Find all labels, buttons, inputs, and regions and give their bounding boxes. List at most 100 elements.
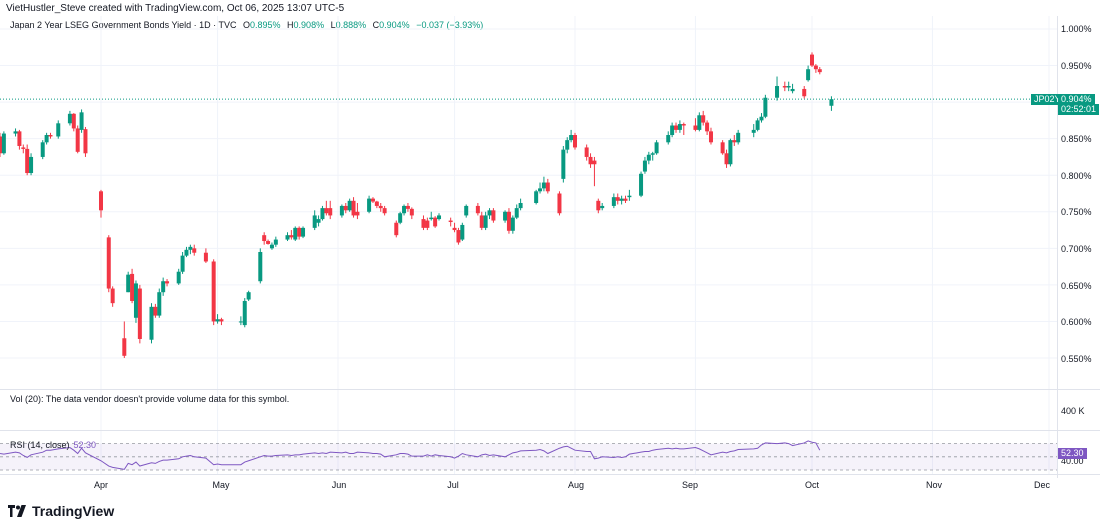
candle-down xyxy=(701,115,706,123)
candle-up xyxy=(188,246,193,250)
time-tick-label: Oct xyxy=(804,480,820,490)
candle-up xyxy=(339,205,344,216)
candle-down xyxy=(21,147,26,149)
candle-up xyxy=(40,142,45,157)
symbol-title[interactable]: Japan 2 Year LSEG Government Bonds Yield… xyxy=(10,20,237,30)
high-label: H xyxy=(287,20,294,30)
candle-down xyxy=(262,235,267,242)
candle-down xyxy=(75,128,80,152)
candle-up xyxy=(639,173,644,196)
volume-indicator-label[interactable]: Vol (20): The data vendor doesn't provid… xyxy=(10,394,290,404)
candle-up xyxy=(538,188,543,192)
candle-up xyxy=(464,205,469,216)
candle-up xyxy=(301,227,306,237)
candle-up xyxy=(619,198,624,201)
candle-up xyxy=(180,255,185,272)
low-label: L xyxy=(330,20,336,30)
candle-up xyxy=(666,135,671,143)
last-price-tag: 0.904% xyxy=(1058,94,1095,105)
candle-up xyxy=(611,197,616,206)
candle-up xyxy=(316,219,321,223)
candle-up xyxy=(670,125,675,136)
tradingview-logo[interactable]: TradingView xyxy=(8,503,114,519)
candle-down xyxy=(192,248,197,253)
candle-down xyxy=(456,230,461,243)
candle-up xyxy=(751,129,756,133)
candle-up xyxy=(367,198,372,212)
candle-up xyxy=(402,205,407,214)
candle-up xyxy=(759,116,764,121)
candle-up xyxy=(312,215,317,228)
candle-up xyxy=(273,239,278,245)
change-value: −0.037 (−3.93%) xyxy=(416,20,484,30)
candle-up xyxy=(503,211,508,221)
candle-up xyxy=(541,182,546,189)
candle-up xyxy=(149,306,154,340)
candle-down xyxy=(25,148,30,174)
time-tick-label: Jun xyxy=(331,480,347,490)
candle-up xyxy=(728,140,733,165)
candle-up xyxy=(320,208,325,220)
candle-down xyxy=(405,205,410,209)
price-chart[interactable] xyxy=(0,0,1057,478)
candle-down xyxy=(724,153,729,165)
price-tick-label: 0.550% xyxy=(1061,354,1092,364)
pane-separator-volume[interactable] xyxy=(0,389,1100,390)
candle-down xyxy=(448,220,453,223)
candle-up xyxy=(79,112,84,130)
candle-up xyxy=(460,224,465,240)
candle-down xyxy=(491,210,496,221)
candle-up xyxy=(347,200,352,211)
candle-down xyxy=(573,135,577,148)
price-tick-label: 0.950% xyxy=(1061,61,1092,71)
candle-up xyxy=(806,69,811,81)
candle-up xyxy=(13,131,18,134)
candle-up xyxy=(642,160,647,172)
candle-down xyxy=(479,215,484,228)
brand-name: TradingView xyxy=(32,503,115,519)
price-tick-label: 0.750% xyxy=(1061,207,1092,217)
candle-down xyxy=(355,211,360,216)
candle-down xyxy=(592,160,597,165)
candle-down xyxy=(17,131,22,146)
rsi-axis-label: 40.00 xyxy=(1061,456,1084,466)
price-tick-label: 0.850% xyxy=(1061,134,1092,144)
close-value: 0.904% xyxy=(379,20,410,30)
candle-down xyxy=(452,227,457,231)
candle-up xyxy=(697,115,702,130)
candle-down xyxy=(324,208,329,214)
bar-countdown-tag: 02:52:01 xyxy=(1058,104,1100,115)
candle-up xyxy=(246,292,251,300)
symbol-legend: Japan 2 Year LSEG Government Bonds Yield… xyxy=(10,20,483,30)
candle-up xyxy=(258,251,263,282)
candle-up xyxy=(569,135,574,141)
candle-down xyxy=(810,54,814,66)
low-value: 0.888% xyxy=(335,20,367,30)
candle-up xyxy=(157,292,162,316)
candle-down xyxy=(343,205,348,211)
candle-up xyxy=(293,227,298,240)
open-value: 0.895% xyxy=(250,20,281,30)
candle-down xyxy=(165,281,170,284)
creator-caption: VietHustler_Steve created with TradingVi… xyxy=(6,3,345,14)
close-label: C xyxy=(372,20,380,30)
rsi-indicator-label[interactable]: RSI (14, close) 52.30 xyxy=(10,440,96,450)
candle-down xyxy=(596,200,601,211)
rsi-value-tag: 52.30 xyxy=(1058,448,1087,459)
candle-down xyxy=(382,208,387,214)
candle-up xyxy=(126,274,131,293)
candle-down xyxy=(674,125,679,130)
candle-up xyxy=(269,244,274,249)
candle-down xyxy=(211,261,216,322)
candle-down xyxy=(720,142,725,154)
pane-separator-rsi[interactable] xyxy=(0,430,1100,431)
candle-down xyxy=(122,338,127,356)
candle-up xyxy=(775,86,780,98)
candle-up xyxy=(437,215,442,220)
candle-up xyxy=(238,321,243,323)
candle-up xyxy=(67,113,72,124)
candle-down xyxy=(328,208,333,216)
candle-down xyxy=(409,208,414,216)
candle-down xyxy=(705,122,710,132)
candle-up xyxy=(790,88,795,92)
